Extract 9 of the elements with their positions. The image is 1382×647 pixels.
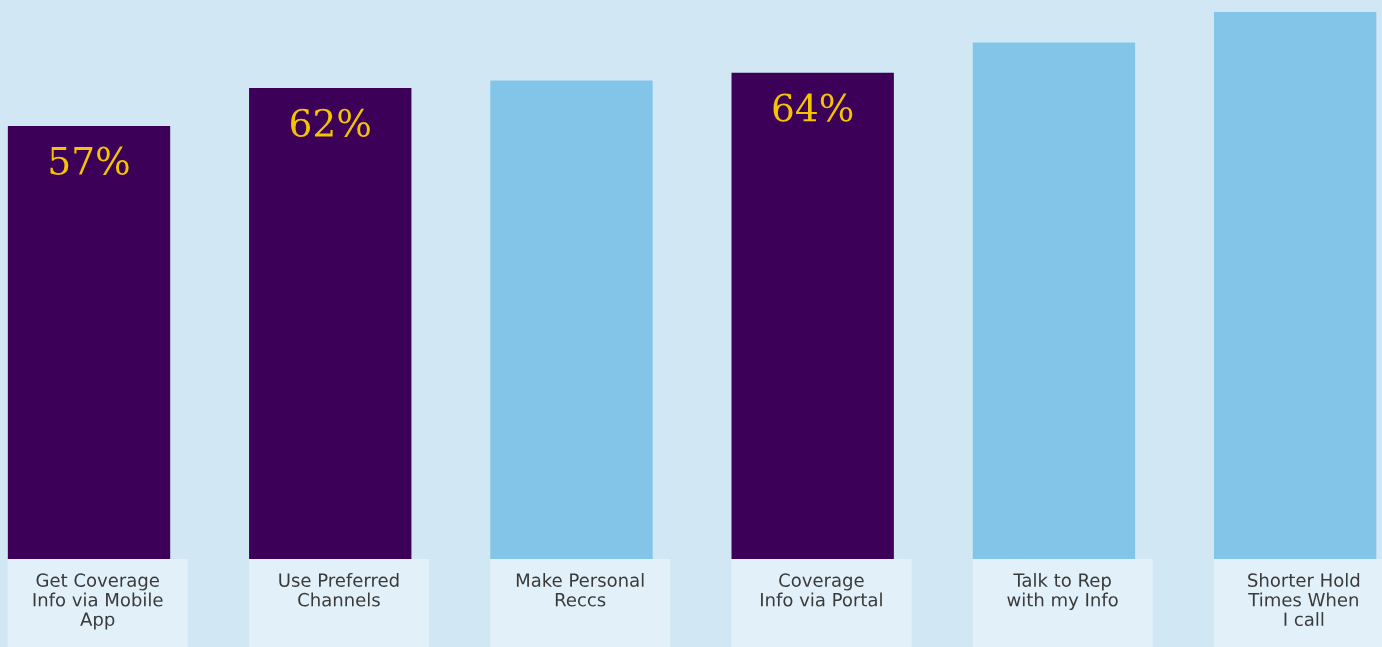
data-label: 64% [773, 93, 853, 122]
data-label: 62% [291, 108, 370, 137]
data-label: 57% [50, 146, 129, 175]
x-tick-label: Use Preferred Channels [279, 573, 399, 607]
x-tick-label: Talk to Rep with my Info [1007, 573, 1118, 611]
x-tick-label: Coverage Info via Portal [761, 573, 882, 607]
x-tick-label: Get Coverage Info via Mobile App [33, 573, 163, 630]
x-tick-label: Shorter Hold Times When I call [1248, 573, 1360, 627]
x-tick-label: Make Personal Reccs [516, 573, 644, 607]
